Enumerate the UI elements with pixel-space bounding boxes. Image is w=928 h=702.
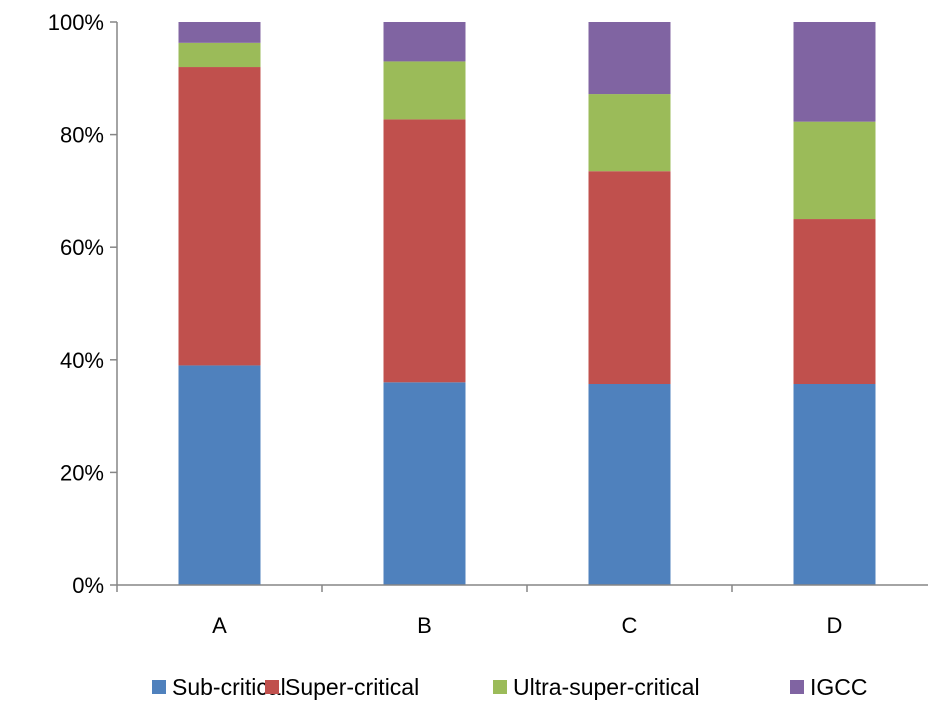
y-tick-label: 0% [72, 573, 104, 598]
x-axis-ticks: A B C D [116, 585, 843, 638]
bar-segment [793, 219, 876, 385]
legend-swatch [152, 680, 166, 694]
legend-label: Ultra-super-critical [513, 674, 700, 700]
x-tick-label: D [827, 613, 843, 638]
bar-segment [588, 22, 671, 95]
bars-group [178, 22, 876, 585]
bar-segment [793, 22, 876, 122]
bar-segment [383, 119, 466, 383]
legend-label: IGCC [810, 674, 868, 700]
bar-segment [588, 384, 671, 585]
legend: Sub-critical Super-critical Ultra-super-cr… [152, 674, 868, 700]
legend-swatch [493, 680, 507, 694]
legend-swatch [790, 680, 804, 694]
x-tick-label: B [417, 613, 432, 638]
x-tick-label: A [212, 613, 227, 638]
bar-segment [178, 22, 261, 43]
y-tick-label: 40% [60, 348, 104, 373]
bar-segment [178, 67, 261, 366]
bar-segment [588, 171, 671, 385]
bar-segment [383, 22, 466, 62]
bar-segment [383, 382, 466, 585]
y-tick-label: 60% [60, 235, 104, 260]
legend-swatch [265, 680, 279, 694]
bar-segment [178, 365, 261, 585]
y-axis-ticks: 0% 20% 40% 60% 80% 100% [48, 10, 117, 598]
bar-segment [178, 42, 261, 68]
bar-segment [793, 384, 876, 585]
y-tick-label: 20% [60, 460, 104, 485]
legend-label: Super-critical [285, 674, 419, 700]
bar-segment [383, 61, 466, 120]
bar-segment [588, 94, 671, 172]
y-tick-label: 80% [60, 123, 104, 148]
bar-segment [793, 121, 876, 220]
y-tick-label: 100% [48, 10, 104, 35]
x-tick-label: C [622, 613, 638, 638]
